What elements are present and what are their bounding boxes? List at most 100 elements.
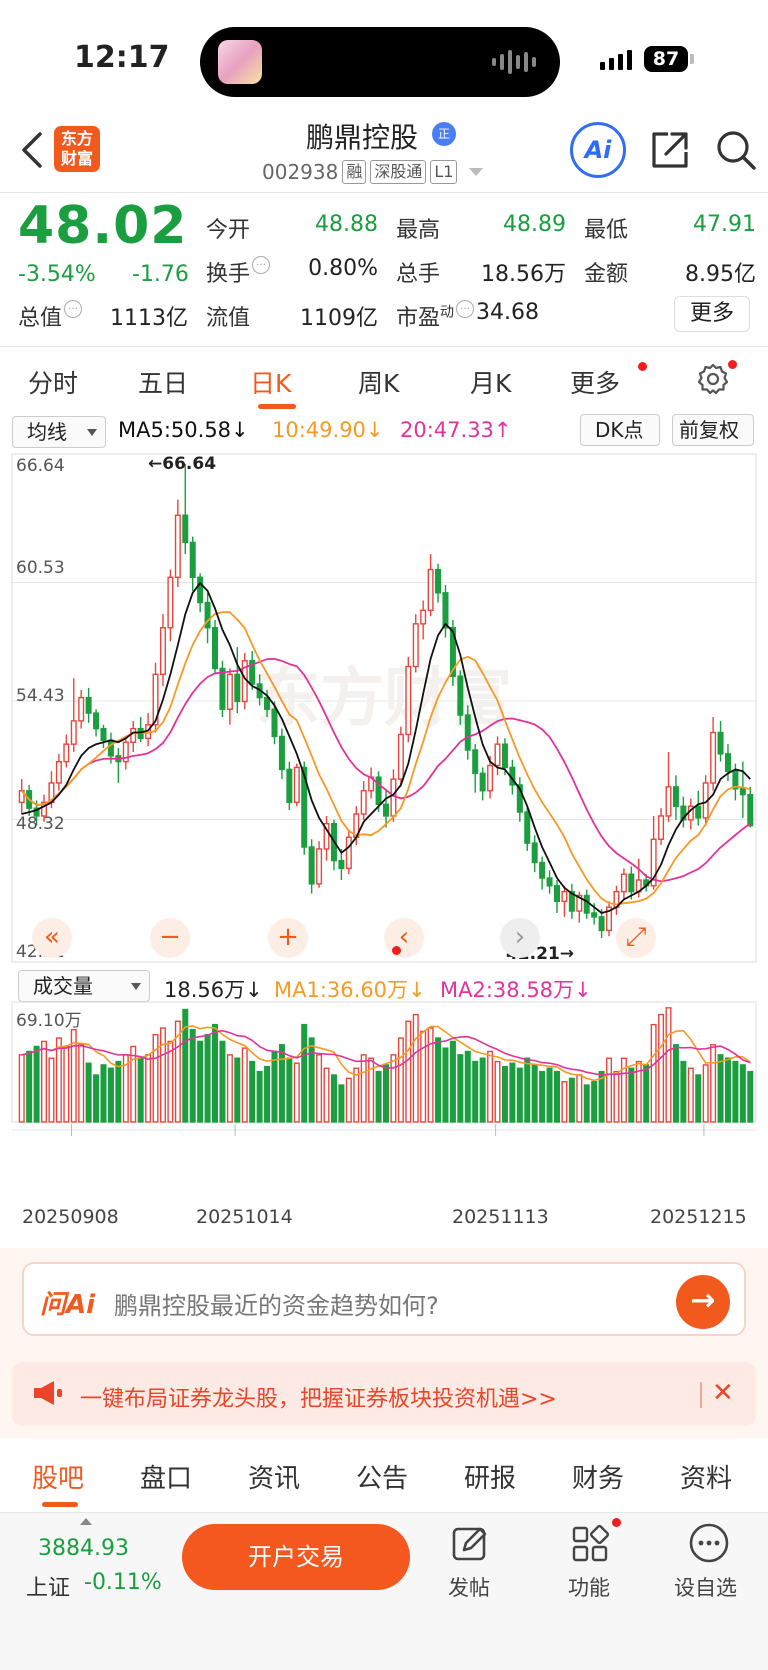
candle-body xyxy=(323,823,330,850)
sub-indicator-select[interactable]: 成交量 xyxy=(18,970,150,1002)
divider xyxy=(0,192,768,193)
dynamic-island[interactable] xyxy=(200,27,560,97)
candle-body xyxy=(152,673,159,726)
open-account-trade-button[interactable]: 开户交易 xyxy=(182,1524,410,1590)
volume-bar xyxy=(33,1045,40,1123)
volume-bar xyxy=(286,1057,293,1123)
volume-bar xyxy=(55,1037,62,1123)
info-icon[interactable]: … xyxy=(252,256,271,274)
info-icon[interactable]: … xyxy=(456,300,475,318)
volume-bar xyxy=(501,1065,508,1123)
gear-icon[interactable] xyxy=(696,362,730,396)
tab-profile[interactable]: 资料 xyxy=(680,1464,733,1494)
arrow-right-icon[interactable]: → xyxy=(676,1275,730,1329)
volume-bar xyxy=(323,1067,330,1123)
candle-body xyxy=(226,673,233,710)
candle-body xyxy=(672,786,679,807)
stock-code-row[interactable]: 002938 融 深股通 L1 xyxy=(262,160,484,184)
candle-body xyxy=(174,514,181,579)
turnover-label: 换手… xyxy=(206,256,271,288)
scroll-right-icon[interactable]: › xyxy=(500,918,540,958)
ma5-line xyxy=(21,582,751,914)
indicator-select[interactable]: 均线 xyxy=(12,416,106,448)
volume-bar xyxy=(189,1028,196,1123)
candle-body xyxy=(212,627,219,670)
tab-five-day[interactable]: 五日 xyxy=(138,369,189,398)
add-watchlist-label[interactable]: 设自选 xyxy=(674,1576,737,1600)
vol-ma2-legend: MA2:38.58万↓ xyxy=(440,978,592,1002)
index-name[interactable]: 上证 xyxy=(26,1576,71,1601)
candle-body xyxy=(271,708,278,738)
scroll-left-icon[interactable]: ‹ xyxy=(384,918,424,958)
volume-chart[interactable] xyxy=(0,1000,768,1200)
margin-tag: 融 xyxy=(342,160,367,184)
amount-label: 金额 xyxy=(584,262,629,287)
search-icon[interactable] xyxy=(714,128,758,172)
tab-monthly-k[interactable]: 月K xyxy=(470,369,512,398)
adjust-select[interactable]: 前复权 xyxy=(672,414,754,446)
close-icon[interactable]: ✕ xyxy=(712,1378,734,1408)
ask-ai-box[interactable] xyxy=(22,1262,746,1336)
volume-bar xyxy=(546,1067,553,1123)
scroll-left-fast-icon[interactable]: « xyxy=(32,918,72,958)
tab-intraday[interactable]: 分时 xyxy=(28,369,79,398)
more-options-icon[interactable] xyxy=(688,1522,730,1564)
ad-banner[interactable] xyxy=(12,1362,756,1426)
active-tab-indicator xyxy=(42,1502,78,1507)
volume-bar xyxy=(115,1060,122,1123)
tab-financials[interactable]: 财务 xyxy=(572,1464,625,1494)
content-tabs: 股吧 盘口 资讯 公告 研报 财务 资料 xyxy=(0,1440,768,1510)
info-icon[interactable]: … xyxy=(64,300,83,318)
chevron-up-icon[interactable] xyxy=(80,1518,92,1525)
functions-label[interactable]: 功能 xyxy=(568,1576,610,1600)
post-label[interactable]: 发帖 xyxy=(448,1576,490,1600)
share-icon[interactable] xyxy=(648,128,692,172)
ad-text[interactable]: 一键布局证券龙头股，把握证券板块投资机遇>> xyxy=(80,1387,557,1412)
volume-bar xyxy=(26,1050,33,1123)
ai-button[interactable]: Ai xyxy=(570,122,626,178)
watermark: 东方财富 xyxy=(256,662,512,736)
index-change[interactable]: -0.11% xyxy=(84,1570,162,1595)
index-value[interactable]: 3884.93 xyxy=(38,1536,129,1561)
volume-bar xyxy=(137,1057,144,1123)
grid-icon[interactable] xyxy=(570,1524,610,1564)
candle-body xyxy=(85,696,92,714)
candle-body xyxy=(531,842,538,864)
candle-body xyxy=(41,801,48,817)
volume-bar xyxy=(635,1060,642,1123)
volume-bar xyxy=(405,1020,412,1123)
volume-bar xyxy=(576,1074,583,1123)
candle-body xyxy=(739,788,746,796)
candle-body xyxy=(78,696,85,722)
back-icon[interactable] xyxy=(18,130,48,170)
edit-icon[interactable] xyxy=(450,1524,490,1564)
volume-bar xyxy=(435,1037,442,1123)
tab-news[interactable]: 资讯 xyxy=(248,1464,301,1494)
candle-body xyxy=(264,696,271,710)
tab-orderbook[interactable]: 盘口 xyxy=(140,1464,193,1494)
candle-body xyxy=(487,764,494,792)
kline-chart[interactable]: 东方财富 xyxy=(0,450,768,965)
volume-bar xyxy=(249,1060,256,1123)
tab-announcements[interactable]: 公告 xyxy=(356,1464,409,1494)
volume-bar xyxy=(487,1050,494,1123)
zoom-out-icon[interactable]: − xyxy=(150,918,190,958)
volume-bar xyxy=(330,1074,337,1123)
zoom-in-icon[interactable]: + xyxy=(268,918,308,958)
ask-ai-question[interactable]: 鹏鼎控股最近的资金趋势如何? xyxy=(114,1292,439,1320)
tab-forum[interactable]: 股吧 xyxy=(32,1464,85,1494)
tab-daily-k[interactable]: 日K xyxy=(250,369,292,398)
volume-bar xyxy=(130,1045,137,1123)
volume-bar xyxy=(687,1067,694,1123)
volume-bar xyxy=(494,1060,501,1123)
candle-body xyxy=(606,906,613,932)
volume-bar xyxy=(360,1054,367,1123)
more-quote-button[interactable]: 更多 xyxy=(674,296,750,332)
fullscreen-icon[interactable]: ⤢ xyxy=(616,918,656,958)
volume-bar xyxy=(264,1065,271,1123)
dk-point-select[interactable]: DK点 xyxy=(580,414,660,446)
candle-body xyxy=(70,720,77,745)
tab-weekly-k[interactable]: 周K xyxy=(358,369,400,398)
tab-more[interactable]: 更多 xyxy=(570,369,621,398)
tab-research[interactable]: 研报 xyxy=(464,1464,517,1494)
